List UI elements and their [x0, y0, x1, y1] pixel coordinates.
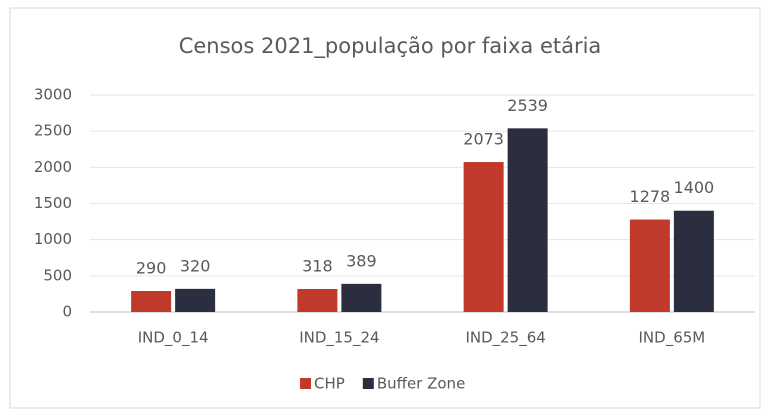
bar [673, 210, 714, 312]
value-label: 2539 [507, 96, 548, 115]
value-label: 1400 [674, 178, 715, 197]
legend-label: Buffer Zone [377, 375, 465, 393]
bar [507, 128, 548, 312]
y-tick-label: 3000 [34, 86, 72, 104]
y-tick-label: 2000 [34, 158, 72, 176]
y-tick-label: 1500 [34, 194, 72, 212]
value-label: 1278 [630, 187, 671, 206]
value-label: 290 [136, 259, 167, 278]
y-tick-label: 0 [62, 303, 72, 321]
legend-swatch [362, 378, 374, 389]
bar [175, 288, 216, 312]
y-tick-label: 2500 [34, 122, 72, 140]
x-tick-label: IND_65M [639, 329, 706, 348]
value-label: 320 [180, 256, 211, 275]
legend-label: CHP [314, 375, 345, 393]
legend-swatch [300, 378, 311, 389]
bar [341, 283, 382, 312]
chart-title: Censos 2021_população por faixa etária [179, 34, 602, 59]
y-tick-label: 500 [43, 266, 72, 284]
bar [463, 162, 504, 312]
x-tick-label: IND_25_64 [465, 329, 545, 348]
bar [131, 291, 172, 312]
bar [297, 288, 338, 312]
value-label: 318 [302, 256, 333, 275]
value-label: 2073 [463, 130, 504, 149]
x-tick-label: IND_0_14 [138, 329, 209, 348]
y-tick-label: 1000 [34, 230, 72, 248]
x-tick-label: IND_15_24 [299, 329, 379, 348]
chart-frame [9, 7, 761, 409]
value-label: 389 [346, 251, 377, 270]
bar [629, 219, 670, 312]
